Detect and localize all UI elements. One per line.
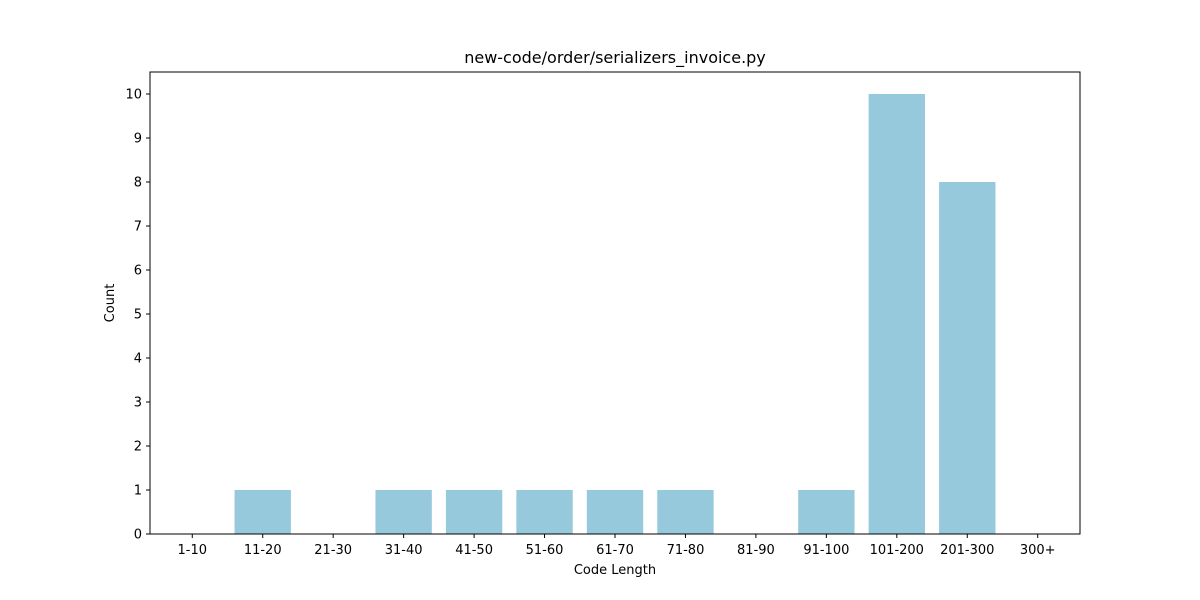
y-tick-label: 0	[134, 528, 142, 543]
x-axis-ticks: 1-10 11-20 21-30 31-40 41-50 51-60 61-70 71-80 8…	[178, 534, 1056, 558]
x-tick-label: 81-90	[737, 543, 775, 558]
y-tick-label: 2	[134, 440, 142, 455]
y-tick-label: 5	[134, 308, 142, 323]
chart-title: new-code/order/serializers_invoice.py	[464, 48, 766, 68]
y-tick-label: 10	[125, 88, 142, 103]
y-tick-label: 9	[134, 132, 142, 147]
bar-71-80	[657, 490, 714, 534]
bar-41-50	[445, 490, 503, 534]
y-tick-label: 8	[134, 176, 142, 191]
x-tick-label: 71-80	[667, 543, 705, 558]
y-tick-label: 3	[134, 396, 142, 411]
y-tick-label: 6	[134, 264, 142, 279]
x-tick-label: 21-30	[314, 543, 352, 558]
y-axis-ticks: 0 1 2 3 4 5 6 7 8 9 10	[125, 88, 150, 543]
bar-51-60	[516, 490, 573, 534]
y-axis-label: Count	[103, 284, 118, 323]
bar-91-100	[798, 490, 855, 534]
x-axis-label: Code Length	[574, 563, 656, 578]
x-tick-label: 101-200	[870, 543, 924, 558]
x-tick-label: 201-300	[940, 543, 994, 558]
bar-11-20	[234, 490, 291, 534]
x-tick-label: 11-20	[244, 543, 282, 558]
bar-101-200	[868, 94, 925, 534]
x-tick-label: 91-100	[803, 543, 849, 558]
y-tick-label: 1	[134, 484, 142, 499]
y-tick-label: 7	[134, 220, 142, 235]
x-tick-label: 61-70	[596, 543, 634, 558]
x-tick-label: 51-60	[526, 543, 564, 558]
y-tick-label: 4	[134, 352, 142, 367]
bars-group	[234, 94, 996, 534]
x-tick-label: 1-10	[178, 543, 208, 558]
x-tick-label: 31-40	[385, 543, 423, 558]
bar-201-300	[939, 182, 996, 534]
bar-31-40	[375, 490, 432, 534]
x-tick-label: 41-50	[455, 543, 493, 558]
bar-61-70	[586, 490, 644, 534]
x-tick-label: 300+	[1020, 543, 1056, 558]
